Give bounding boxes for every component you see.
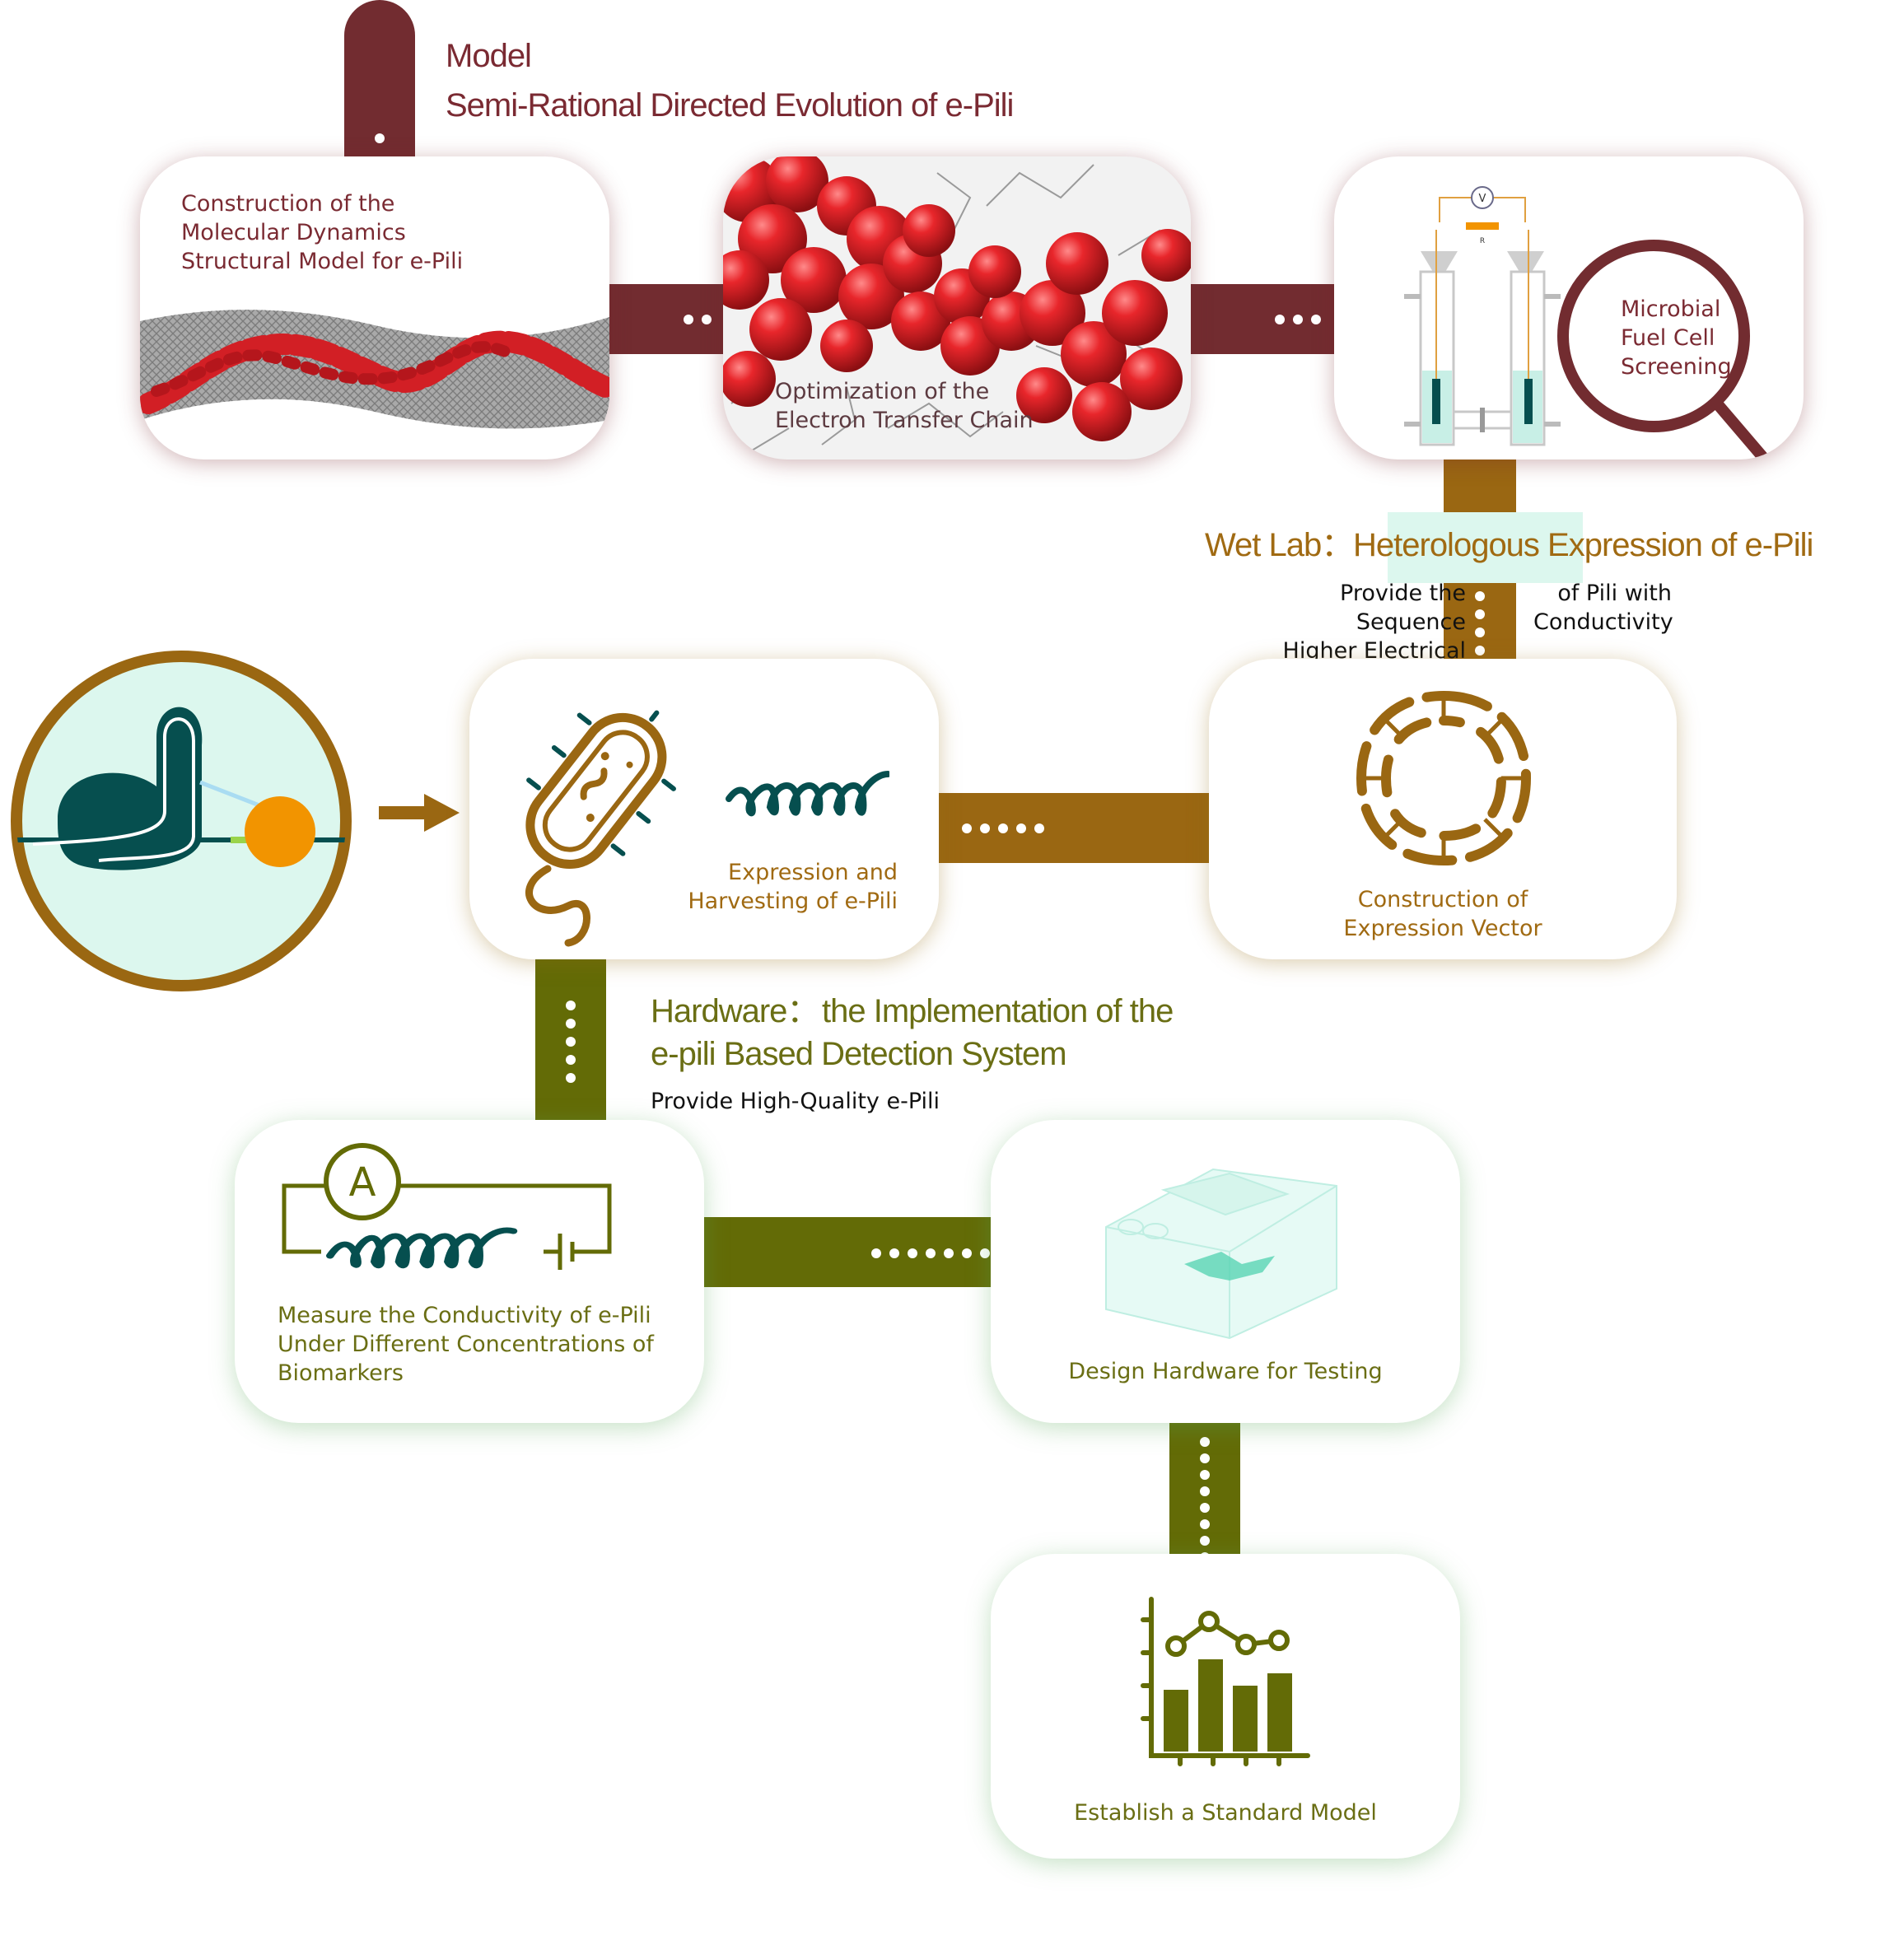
connector-model-2-dots [1275,315,1321,324]
card-standard-model: Establish a Standard Model [991,1554,1460,1859]
connector-wetlab-vertical-dots [1475,591,1485,655]
protein-structure-image [140,310,609,429]
card-measure-line: Biomarkers [278,1360,404,1386]
ammeter-label: A [349,1159,376,1206]
chart-analysis-icon [1141,1597,1310,1766]
biosensor-circle-icon [11,651,352,991]
connector-hardware-vertical-1-dots [566,1001,576,1083]
card-md-model-line: Molecular Dynamics [181,220,406,245]
highlight-box [1388,512,1583,583]
card-md-model: Construction of the Molecular Dynamics S… [140,156,609,460]
card-measure-text: Measure the Conductivity of e-Pili Under… [278,1301,654,1388]
card-standard-model-text: Establish a Standard Model [1074,1800,1377,1826]
card-vector: Construction of Expression Vector [1209,659,1677,959]
connector-wetlab-horizontal-dots [962,823,1044,833]
card-md-model-text: Construction of the Molecular Dynamics S… [181,189,463,276]
connector-model-1-dots [684,315,712,324]
bacterium-icon [525,710,676,947]
model-title: Semi-Rational Directed Evolution of e-Pi… [446,87,1014,124]
plasmid-dna-icon [1356,691,1532,866]
card-measure-line: Measure the Conductivity of e-Pili [278,1303,651,1328]
card-electron-transfer: Optimization of the Electron Transfer Ch… [723,156,1191,460]
hardware-title-line1: the Implementation of the [822,993,1174,1029]
card-vector-text: Construction of Expression Vector [1209,885,1677,943]
connector-hardware-horizontal-dots [871,1248,990,1258]
device-3d-icon [1105,1168,1337,1340]
voltmeter-label: V [1479,193,1486,205]
wetlab-note-left-line: Provide the Sequence [1340,581,1466,635]
hardware-title-line2: e-pili Based Detection System [651,1036,1067,1072]
hardware-note: Provide High-Quality e-Pili [651,1089,940,1114]
circuit-ammeter-icon: A [282,1143,612,1270]
card-vector-line: Expression Vector [1343,916,1542,941]
wetlab-note-right-line: Conductivity [1533,609,1673,635]
card-measure-line: Under Different Concentrations of [278,1332,654,1357]
connector-hardware-horizontal [700,1217,992,1287]
card-fuel-cell: V R Microbial Fuel Cell Screening [1334,156,1804,460]
wetlab-note-left: Provide the Sequence Higher Electrical [1235,579,1466,665]
card-md-model-line: Construction of the [181,191,395,217]
card-electron-transfer-text: Optimization of the Electron Transfer Ch… [775,377,1034,435]
card-design-hardware-text: Design Hardware for Testing [1068,1359,1383,1384]
pilus-icon [726,771,889,817]
card-electron-transfer-line: Optimization of the [775,379,990,404]
fuel-cell-apparatus-image: V R [1404,186,1561,446]
wetlab-note-right-line: of Pili with [1557,581,1672,606]
card-fuel-cell-line: Microbial [1621,296,1721,322]
card-vector-line: Construction of [1357,887,1528,912]
arrow-right-icon [379,794,460,832]
card-expression-line: Harvesting of e-Pili [688,889,898,914]
card-fuel-cell-text: Microbial Fuel Cell Screening [1621,295,1732,381]
resistor-label: R [1480,237,1485,245]
card-electron-transfer-line: Electron Transfer Chain [775,408,1034,433]
model-stem-dot [375,133,385,143]
model-label: Model [446,38,532,74]
card-expression-text: Expression and Harvesting of e-Pili [585,858,898,916]
card-expression-line: Expression and [728,860,898,885]
magnifier-icon [1557,240,1773,460]
card-design-hardware: Design Hardware for Testing [991,1120,1460,1423]
connector-hardware-vertical-2-dots [1200,1437,1210,1562]
wetlab-note-right: of Pili with Conductivity [1533,579,1673,637]
card-fuel-cell-line: Screening [1621,354,1732,380]
card-measure: A Measure the Conductivity of e-Pili Und… [235,1120,704,1423]
card-fuel-cell-line: Fuel Cell [1621,325,1715,351]
card-expression: Expression and Harvesting of e-Pili [469,659,939,959]
hardware-label: Hardware： [651,993,819,1029]
electron-chain-spheres-image [723,156,1191,454]
wetlab-title: Heterologous Expression of e-Pili [1353,527,1813,563]
wetlab-label: Wet Lab： [1205,527,1354,563]
card-md-model-line: Structural Model for e-Pili [181,249,464,274]
